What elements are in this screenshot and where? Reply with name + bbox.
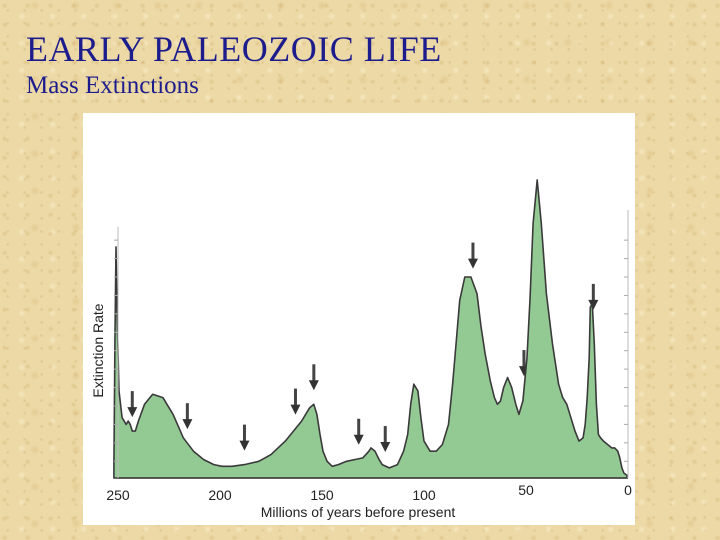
slide-title: EARLY PALEOZOIC LIFE	[26, 29, 442, 69]
series-area-0	[113, 179, 628, 479]
extinction-arrow-head	[588, 299, 599, 310]
x-axis-label: Millions of years before present	[261, 504, 456, 520]
extinction-arrow	[353, 418, 364, 445]
extinction-arrow-head	[290, 404, 301, 415]
extinction-arrows	[127, 242, 599, 453]
extinction-arrow-head	[353, 434, 364, 445]
extinction-arrow	[588, 283, 599, 310]
slide-subtitle: Mass Extinctions	[26, 72, 199, 99]
extinction-arrow-head	[467, 258, 478, 269]
x-tick-label: 200	[208, 487, 232, 503]
extinction-arrow	[380, 426, 391, 453]
x-tick-label: 50	[518, 482, 534, 498]
extinction-arrow	[239, 424, 250, 451]
extinction-arrow-head	[380, 442, 391, 453]
x-tick-labels: 250 200 150 100 50 0	[106, 482, 632, 503]
extinction-rate-chart: 250 200 150 100 50 0 Millions of years b…	[83, 113, 635, 525]
plot-area	[113, 179, 628, 479]
extinction-arrow-head	[182, 419, 193, 430]
x-tick-label: 100	[412, 487, 436, 503]
extinction-arrow	[308, 364, 319, 391]
x-axis	[114, 210, 629, 479]
extinction-arrow	[127, 391, 138, 418]
x-tick-label: 250	[106, 487, 130, 503]
extinction-arrow-head	[308, 380, 319, 391]
extinction-arrow	[467, 242, 478, 269]
x-tick-label: 150	[310, 487, 334, 503]
extinction-arrow	[182, 403, 193, 430]
extinction-arrow-head	[239, 440, 250, 451]
extinction-arrow	[290, 388, 301, 415]
extinction-arrow-head	[127, 407, 138, 418]
x-tick-label: 0	[624, 482, 632, 498]
y-axis-label: Extinction Rate	[90, 303, 106, 397]
